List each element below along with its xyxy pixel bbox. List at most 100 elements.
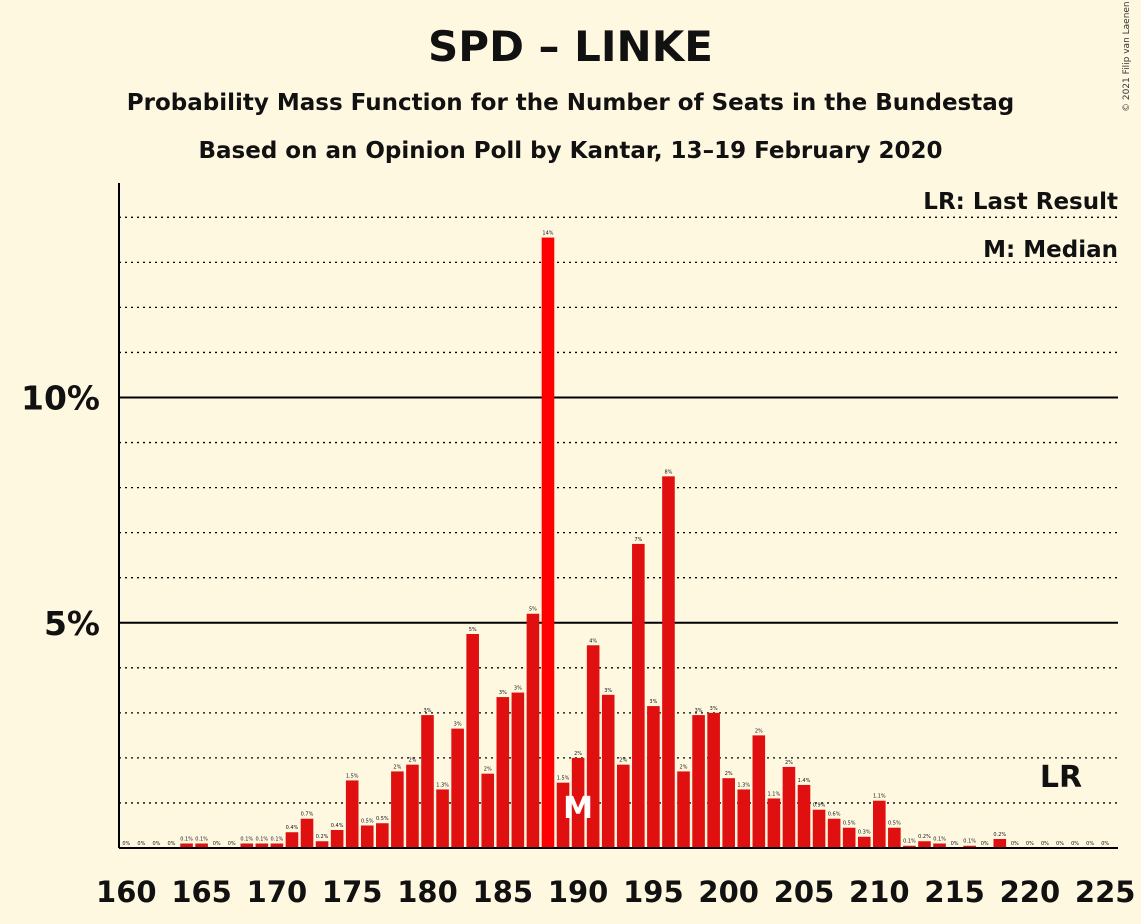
bar-216 [963, 845, 976, 848]
bar-174 [330, 829, 344, 848]
chart-title: SPD – LINKE [428, 22, 713, 71]
bar-168 [240, 843, 254, 848]
bar-label-162: 0% [152, 841, 160, 847]
bar-label-223: 0% [1071, 841, 1079, 847]
bar-label-194: 7% [634, 537, 642, 543]
bars [180, 237, 1007, 848]
bar-label-201: 1.3% [737, 782, 750, 788]
bar-187 [526, 613, 540, 848]
bar-label-177: 0.5% [376, 816, 389, 822]
x-tick-170: 170 [247, 875, 308, 909]
bar-labels: 0% 0% 0% 0%0.1% 0.1%0% 0%0.1% 0.1% 0.1%0.4%0.7%… [122, 231, 1109, 847]
bar-label-166: 0% [213, 841, 221, 847]
bar-label-190: 2% [574, 751, 582, 757]
bar-210 [873, 800, 886, 848]
bar-182 [451, 728, 464, 848]
bar-218 [993, 838, 1007, 848]
bar-label-170: 0.1% [271, 836, 284, 842]
bar-label-212: 0.1% [903, 839, 916, 845]
bar-label-214: 0.1% [933, 836, 946, 842]
bar-173 [315, 841, 329, 848]
y-tick-5: 5% [44, 604, 100, 643]
bar-label-160: 0% [122, 841, 130, 847]
bar-label-216: 0.1% [963, 839, 976, 845]
y-ticks: 5% 10% [21, 379, 100, 643]
bar-199 [707, 712, 720, 848]
bar-label-184: 2% [484, 767, 492, 773]
bar-label-180: 3% [424, 708, 432, 714]
bar-190 [571, 757, 585, 848]
grid-lines [119, 216, 1118, 804]
x-tick-215: 215 [924, 875, 985, 909]
bar-170 [270, 843, 284, 848]
bar-197 [677, 771, 690, 848]
bar-169 [255, 843, 269, 848]
bar-label-186: 3% [514, 686, 522, 692]
bar-175 [345, 780, 359, 848]
bar-label-209: 0.3% [858, 830, 871, 836]
bar-172 [300, 818, 314, 848]
bar-label-164: 0.1% [180, 836, 193, 842]
bar-label-222: 0% [1056, 841, 1064, 847]
bar-193 [616, 764, 630, 848]
bar-label-167: 0% [228, 841, 236, 847]
bar-label-218: 0.2% [993, 832, 1006, 838]
median-marker: M [563, 791, 593, 826]
bar-label-171: 0.4% [286, 825, 299, 831]
bar-164 [180, 843, 193, 848]
bar-184 [481, 773, 495, 848]
bar-label-199: 3% [710, 706, 718, 712]
bar-label-192: 3% [604, 688, 612, 694]
bar-label-174: 0.4% [331, 823, 344, 829]
bar-186 [511, 692, 525, 848]
bar-label-213: 0.2% [918, 834, 931, 840]
bar-label-210: 1.1% [873, 794, 886, 800]
bar-label-189: 1.5% [557, 776, 570, 782]
x-tick-205: 205 [774, 875, 835, 909]
bar-label-215: 0% [951, 841, 959, 847]
bar-label-198: 3% [695, 708, 703, 714]
bar-label-208: 0.5% [843, 821, 856, 827]
bar-180 [421, 715, 434, 848]
bar-196 [662, 476, 675, 848]
bar-label-168: 0.1% [240, 836, 253, 842]
bar-label-188: 14% [542, 231, 553, 237]
bar-189 [556, 782, 570, 848]
bar-label-181: 1.3% [436, 782, 449, 788]
bar-label-220: 0% [1026, 841, 1034, 847]
bar-208 [842, 827, 856, 848]
y-tick-10: 10% [21, 379, 100, 418]
bar-207 [827, 818, 841, 848]
x-tick-220: 220 [1000, 875, 1061, 909]
bar-label-185: 3% [499, 690, 507, 696]
bar-178 [391, 771, 404, 848]
bar-194 [632, 543, 645, 848]
bar-206 [812, 809, 826, 848]
bar-176 [360, 825, 374, 848]
legend-median: M: Median [983, 237, 1118, 263]
legend-last-result: LR: Last Result [923, 189, 1118, 215]
bar-200 [722, 778, 735, 848]
x-tick-190: 190 [548, 875, 609, 909]
x-tick-210: 210 [849, 875, 910, 909]
bar-label-182: 3% [454, 722, 462, 728]
x-tick-185: 185 [473, 875, 534, 909]
bar-209 [857, 836, 871, 848]
bar-label-165: 0.1% [195, 836, 208, 842]
bar-195 [647, 706, 660, 848]
bar-label-202: 2% [755, 728, 763, 734]
bar-label-219: 0% [1011, 841, 1019, 847]
x-tick-195: 195 [623, 875, 684, 909]
bar-label-169: 0.1% [255, 836, 268, 842]
bar-179 [406, 764, 419, 848]
bar-label-196: 8% [664, 469, 672, 475]
x-tick-225: 225 [1075, 875, 1136, 909]
bar-label-163: 0% [168, 841, 176, 847]
bar-label-200: 2% [725, 771, 733, 777]
bar-183 [466, 634, 479, 848]
bar-label-221: 0% [1041, 841, 1049, 847]
bar-198 [692, 715, 705, 848]
bar-191 [586, 645, 600, 848]
bar-label-175: 1.5% [346, 773, 359, 779]
chart-subtitle: Probability Mass Function for the Number… [126, 90, 1015, 116]
